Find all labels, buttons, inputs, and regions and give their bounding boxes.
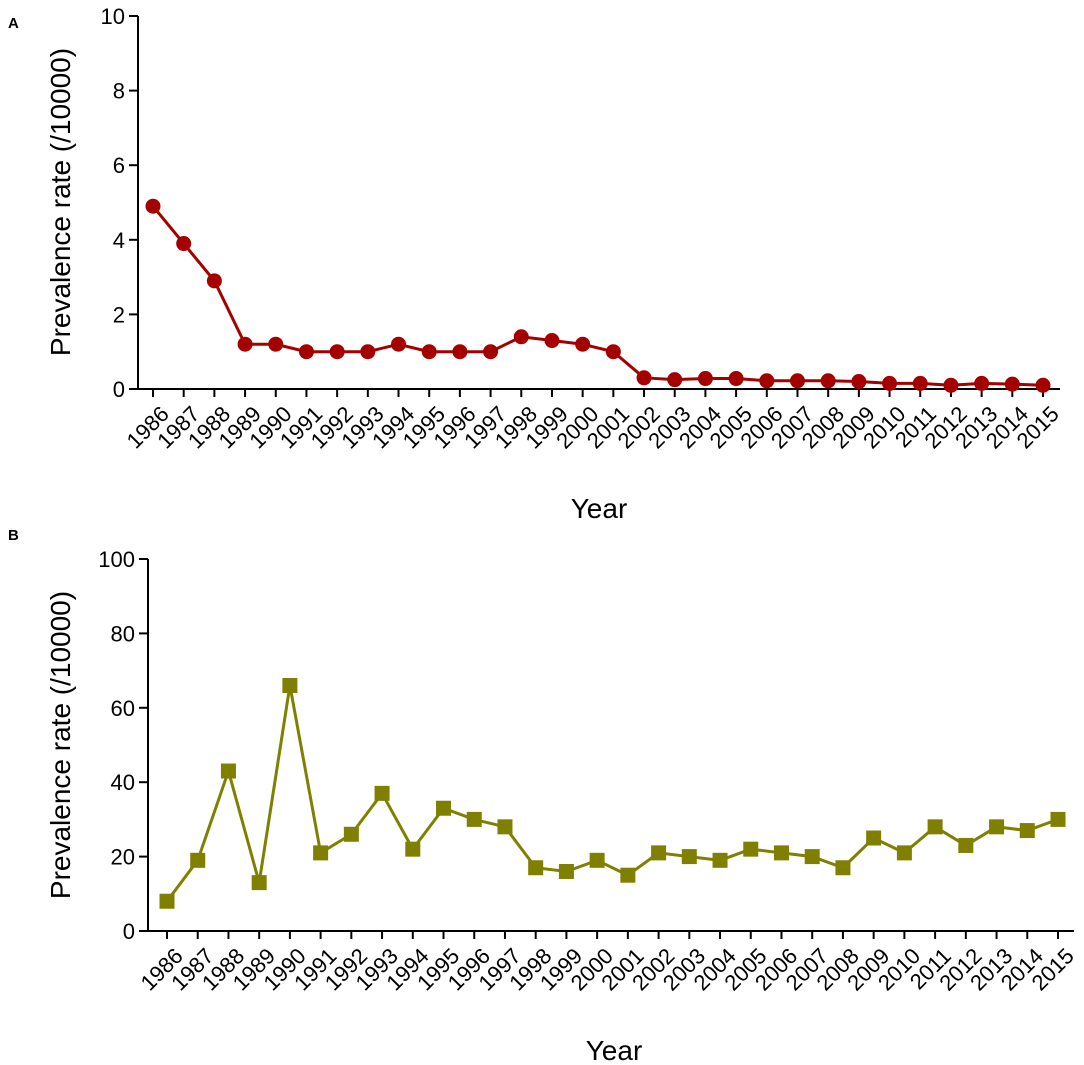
- panel-a-y-tick-label: 10: [101, 4, 125, 29]
- panel-a-data-point-2012: [943, 377, 959, 393]
- panel-a-data-point-1995: [421, 344, 437, 360]
- panel-a-data-point-2011: [912, 375, 928, 391]
- panel-b-data-point-1993: [374, 785, 390, 801]
- panel-a-data-point-1996: [452, 344, 468, 360]
- panel-a-data-point-1994: [391, 336, 407, 352]
- panel-a-y-tick-label: 2: [113, 302, 125, 327]
- panel-a-data-point-2009: [851, 374, 867, 390]
- panel-a-data-point-2003: [667, 372, 683, 388]
- panel-b-data-point-2014: [1019, 823, 1035, 839]
- panel-a-data-point-2006: [759, 373, 775, 389]
- panel-a-data-point-1999: [544, 333, 560, 349]
- panel-b-data-point-2011: [927, 819, 943, 835]
- panel-a-data-point-2000: [575, 336, 591, 352]
- panel-a-y-axis-title: Prevalence rate (/10000): [45, 48, 76, 356]
- panel-b-data-point-1987: [190, 852, 206, 868]
- panel-b-data-point-2013: [989, 819, 1005, 835]
- panel-a-y-tick-label: 6: [113, 153, 125, 178]
- panel-b-data-point-2015: [1050, 811, 1066, 827]
- panel-b-data-point-2002: [651, 845, 667, 861]
- panel-b-y-tick-label: 60: [111, 696, 135, 721]
- panel-b-y-axis-title: Prevalence rate (/10000): [45, 591, 76, 899]
- panel-b-data-point-2008: [835, 860, 851, 876]
- panel-a-data-point-1997: [483, 344, 499, 360]
- panel-b-data-point-2006: [773, 845, 789, 861]
- panel-b-y-tick-label: 20: [111, 845, 135, 870]
- panel-b-data-point-2012: [958, 837, 974, 853]
- panel-a-data-point-2002: [636, 370, 652, 386]
- panel-b-data-point-2007: [804, 849, 820, 865]
- panel-a-y-tick-label: 4: [113, 228, 125, 253]
- panel-b-y-tick-label: 80: [111, 621, 135, 646]
- panel-b-data-point-2010: [896, 845, 912, 861]
- panel-a-data-point-1993: [360, 344, 376, 360]
- panel-a-data-point-1992: [329, 344, 345, 360]
- panel-b-data-point-1995: [436, 800, 452, 816]
- panel-a-data-point-1991: [298, 344, 314, 360]
- panel-a-data-point-1998: [513, 329, 529, 345]
- panel-b-data-point-1991: [313, 845, 329, 861]
- panel-b-y-tick-label: 0: [123, 919, 135, 944]
- panel-b-data-point-1992: [343, 826, 359, 842]
- panel-b-label: B: [8, 527, 19, 544]
- panel-b-y-tick-label: 40: [111, 770, 135, 795]
- panel-b-data-point-2000: [589, 852, 605, 868]
- panel-b-x-axis-title: Year: [586, 1035, 643, 1065]
- panel-a-data-point-1987: [176, 236, 192, 252]
- panel-a-label: A: [8, 15, 19, 32]
- panel-b-data-point-1994: [405, 841, 421, 857]
- panel-a-y-tick-label: 8: [113, 79, 125, 104]
- panel-b-data-point-2001: [620, 867, 636, 883]
- panel-b-data-point-1997: [497, 819, 513, 835]
- panel-a-x-axis-title: Year: [571, 493, 628, 524]
- panel-a-data-point-2014: [1004, 376, 1020, 392]
- panel-a-data-point-2010: [882, 375, 898, 391]
- panel-b-data-point-1990: [282, 677, 298, 693]
- panel-b-data-point-1998: [528, 860, 544, 876]
- panel-a-data-point-1989: [237, 336, 253, 352]
- panel-a-data-point-2007: [789, 373, 805, 389]
- panel-b-data-point-1988: [220, 763, 236, 779]
- panel-a-data-point-1990: [268, 336, 284, 352]
- panel-b-data-point-2003: [681, 849, 697, 865]
- panel-a-data-point-1986: [145, 198, 161, 214]
- panel-a-data-point-2015: [1035, 377, 1051, 393]
- panel-b-y-tick-label: 100: [98, 547, 135, 572]
- panel-b-data-point-1986: [159, 893, 175, 909]
- panel-a-data-point-2008: [820, 373, 836, 389]
- panel-a-data-point-1988: [206, 273, 222, 289]
- panel-a-series-line: [151, 205, 1044, 387]
- panel-b-data-point-1989: [251, 875, 267, 891]
- panel-a-data-point-2005: [728, 371, 744, 387]
- panel-a-data-point-2001: [605, 344, 621, 360]
- panel-a-data-point-2013: [974, 375, 990, 391]
- panel-b-data-point-2005: [743, 841, 759, 857]
- panel-b-data-point-1999: [558, 863, 574, 879]
- panel-a-y-tick-label: 0: [113, 377, 125, 402]
- panel-b-series-line: [165, 685, 1059, 903]
- panel-b-data-point-2004: [712, 852, 728, 868]
- panel-b-data-point-1996: [466, 811, 482, 827]
- panel-b-data-point-2009: [866, 830, 882, 846]
- panel-a-data-point-2004: [697, 371, 713, 387]
